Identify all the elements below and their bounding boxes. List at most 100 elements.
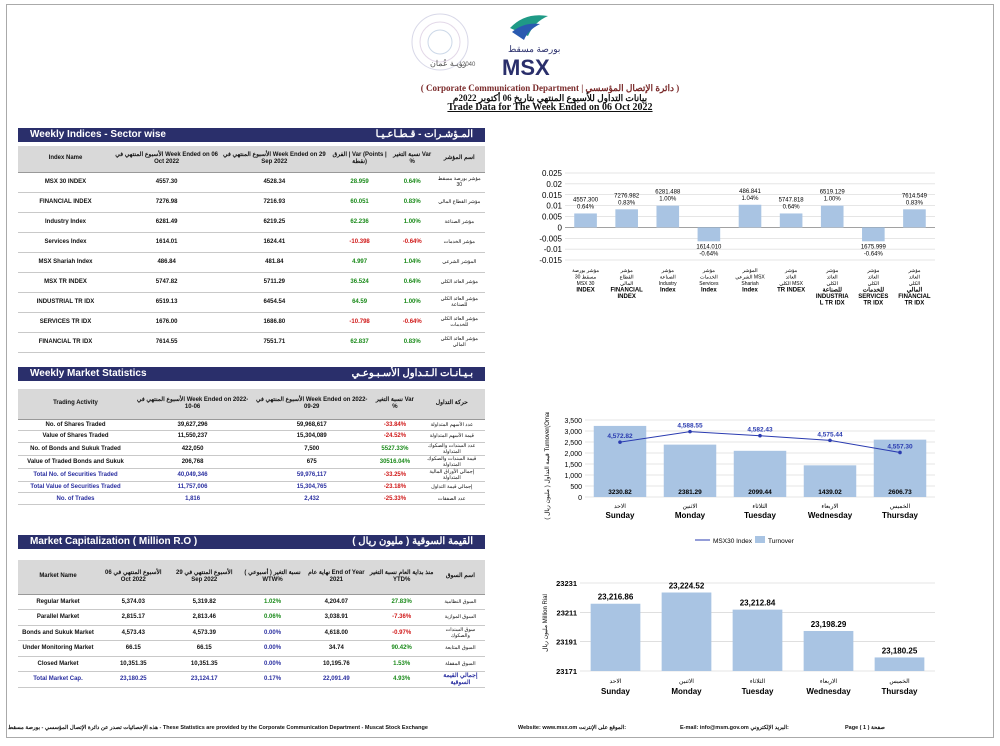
table-cell: 0.83% [390,332,434,353]
table-cell: 3,038.91 [305,609,368,626]
table-cell: 0.00% [239,625,306,641]
table-cell: 10,195.76 [305,656,368,672]
x-tick-label: INDEX [617,294,635,300]
x-tick-label: العائد [868,275,879,281]
table-cell: قيمة السندات والصكوك المتداولة [418,455,485,469]
table-cell: مؤشر الخدمات [433,232,485,253]
x-tick-label: المؤشر [741,268,757,274]
table-cell: -0.97% [367,625,436,641]
bar [803,465,857,497]
bar [593,425,647,497]
table-cell: إجمالي القيمة السوقية [435,671,485,688]
table-cell: -33.84% [371,419,419,432]
data-label: 0.64% [783,204,801,210]
dept-line: ( Corporate Communication Department | د… [420,83,680,93]
table-cell: 0.64% [390,172,434,193]
vision-logo [411,13,469,71]
table-cell: 1.02% [239,594,306,610]
table-cell: 5747.82 [113,272,221,293]
x-tick-label: العائد [786,275,797,281]
table-row: No. of Bonds and Sukuk Traded 422,050 7,50… [18,442,485,456]
market-title-bar: Weekly Market Statistics بـيـانـات الـتـد… [18,367,485,381]
table-cell: 59,976,117 [252,468,372,482]
x-tick-label-ar: الاربعاء [821,503,839,510]
data-label: 1.04% [741,196,759,202]
table-cell: مؤشر القطاع المالي [433,192,485,213]
data-label: 1.00% [824,197,842,203]
y-tick-label: 0.025 [542,169,563,178]
data-label: 23,180.25 [882,646,918,655]
cap-title-bar: Market Capitalization ( Million R.O ) الق… [18,535,485,549]
table-cell: 11,757,006 [133,481,253,494]
table-row: MSX Shariah Index 486.84 481.84 4.997 1.04% ا… [18,252,485,273]
report-header: ( Corporate Communication Department | د… [300,83,800,113]
table-cell: Under Monitoring Market [18,640,98,657]
bar [779,213,803,228]
table-cell: 6454.54 [220,292,329,313]
table-cell: 59,968,617 [252,419,372,432]
footer-website[interactable]: Website: www.msx.om الموقع على الإنترنت: [518,725,627,731]
series-point [688,429,692,434]
x-tick-label: مؤشر [866,268,880,274]
data-label: 23,224.52 [669,582,705,591]
x-tick-label: الصناعة [660,275,676,281]
footer-page: Page ( 1 ) صفحة [845,725,885,731]
table-row: MSX TR INDEX 5747.82 5711.29 36.524 0.64% مؤش… [18,272,485,293]
x-tick-label: Monday [675,511,706,520]
x-tick-label: مؤشر [784,268,798,274]
line-label: 4,588.55 [677,423,703,430]
table-cell: 40,049,346 [133,468,253,482]
x-tick-label: الكلي [868,281,880,287]
x-tick-label: FINANCIAL [610,288,643,294]
table-cell: 62.236 [328,212,391,233]
table-row: FINANCIAL TR IDX 7614.55 7551.71 62.837 0.83… [18,332,485,353]
market-cap-chart: 23231 23211 23191 23171 مليون ريال Million R… [542,579,935,696]
table-cell: -10.398 [328,232,391,253]
series-point [828,438,832,443]
y-tick-label: 500 [570,484,582,491]
line-label: 4,575.44 [817,431,843,438]
table-row: Total Market Cap. 23,180.25 23,124.17 0.17%… [18,671,485,688]
x-tick-label-ar: الثلاثاء [750,678,766,685]
y-axis-label: ( مليون ريال ) قيمة التداول Turnover(Oma… [544,412,551,520]
table-cell: مؤشر العائد الكلي [433,272,485,293]
table-cell: -24.52% [371,430,419,443]
y-tick-label: 3,500 [564,418,582,425]
vision-text: رؤيـة عُمان [430,59,467,68]
table-row: SERVICES TR IDX 1676.00 1686.80 -10.798 -0.6… [18,312,485,333]
y-tick-label: 2,500 [564,440,582,447]
table-cell: 4,204.07 [305,594,368,610]
table-cell: 1.00% [390,292,434,313]
table-cell: 481.84 [220,252,329,273]
table-cell: FINANCIAL INDEX [18,192,113,213]
data-label: 1675.999 [861,244,887,250]
msx-logo-ar: بورصة مسقط [508,44,560,55]
table-cell: -25.33% [371,492,419,505]
arabic-title: بيانات التداول للأسبوع المنتهي بتاريخ 06… [452,93,648,103]
bar [874,657,925,671]
x-tick-label-ar: الاحد [614,503,626,510]
table-cell: INDUSTRIAL TR IDX [18,292,113,313]
table-cell: 7216.93 [220,192,329,213]
bar [803,630,854,671]
table-cell: 90.42% [367,640,436,657]
footer-email[interactable]: E-mail: info@msm.gov.om البريد الإلكترون… [680,725,789,731]
table-cell: 6219.25 [220,212,329,233]
table-cell: Value of Shares Traded [18,430,133,443]
table-cell: MSX Shariah Index [18,252,113,273]
x-tick-label-ar: الاربعاء [820,678,838,685]
table-cell: إجمالي الأوراق المالية المتداولة [418,468,485,482]
table-row: Services Index 1614.01 1624.41 -10.398 -0.64… [18,232,485,253]
table-cell: No. of Bonds and Sukuk Traded [18,442,133,456]
y-tick-label: -0.015 [539,256,562,265]
x-tick-label: الكلي [826,281,838,287]
data-label: 0.83% [618,200,636,206]
table-cell: Parallel Market [18,609,98,626]
x-tick-label: مؤشر [907,268,921,274]
table-cell: Total No. of Securities Traded [18,468,133,482]
table-cell: 4,618.00 [305,625,368,641]
legend-swatch [755,536,765,543]
x-tick-label: Index [742,288,758,294]
x-tick-label: L TR IDX [820,301,845,307]
x-tick-label: INDEX [576,288,594,294]
